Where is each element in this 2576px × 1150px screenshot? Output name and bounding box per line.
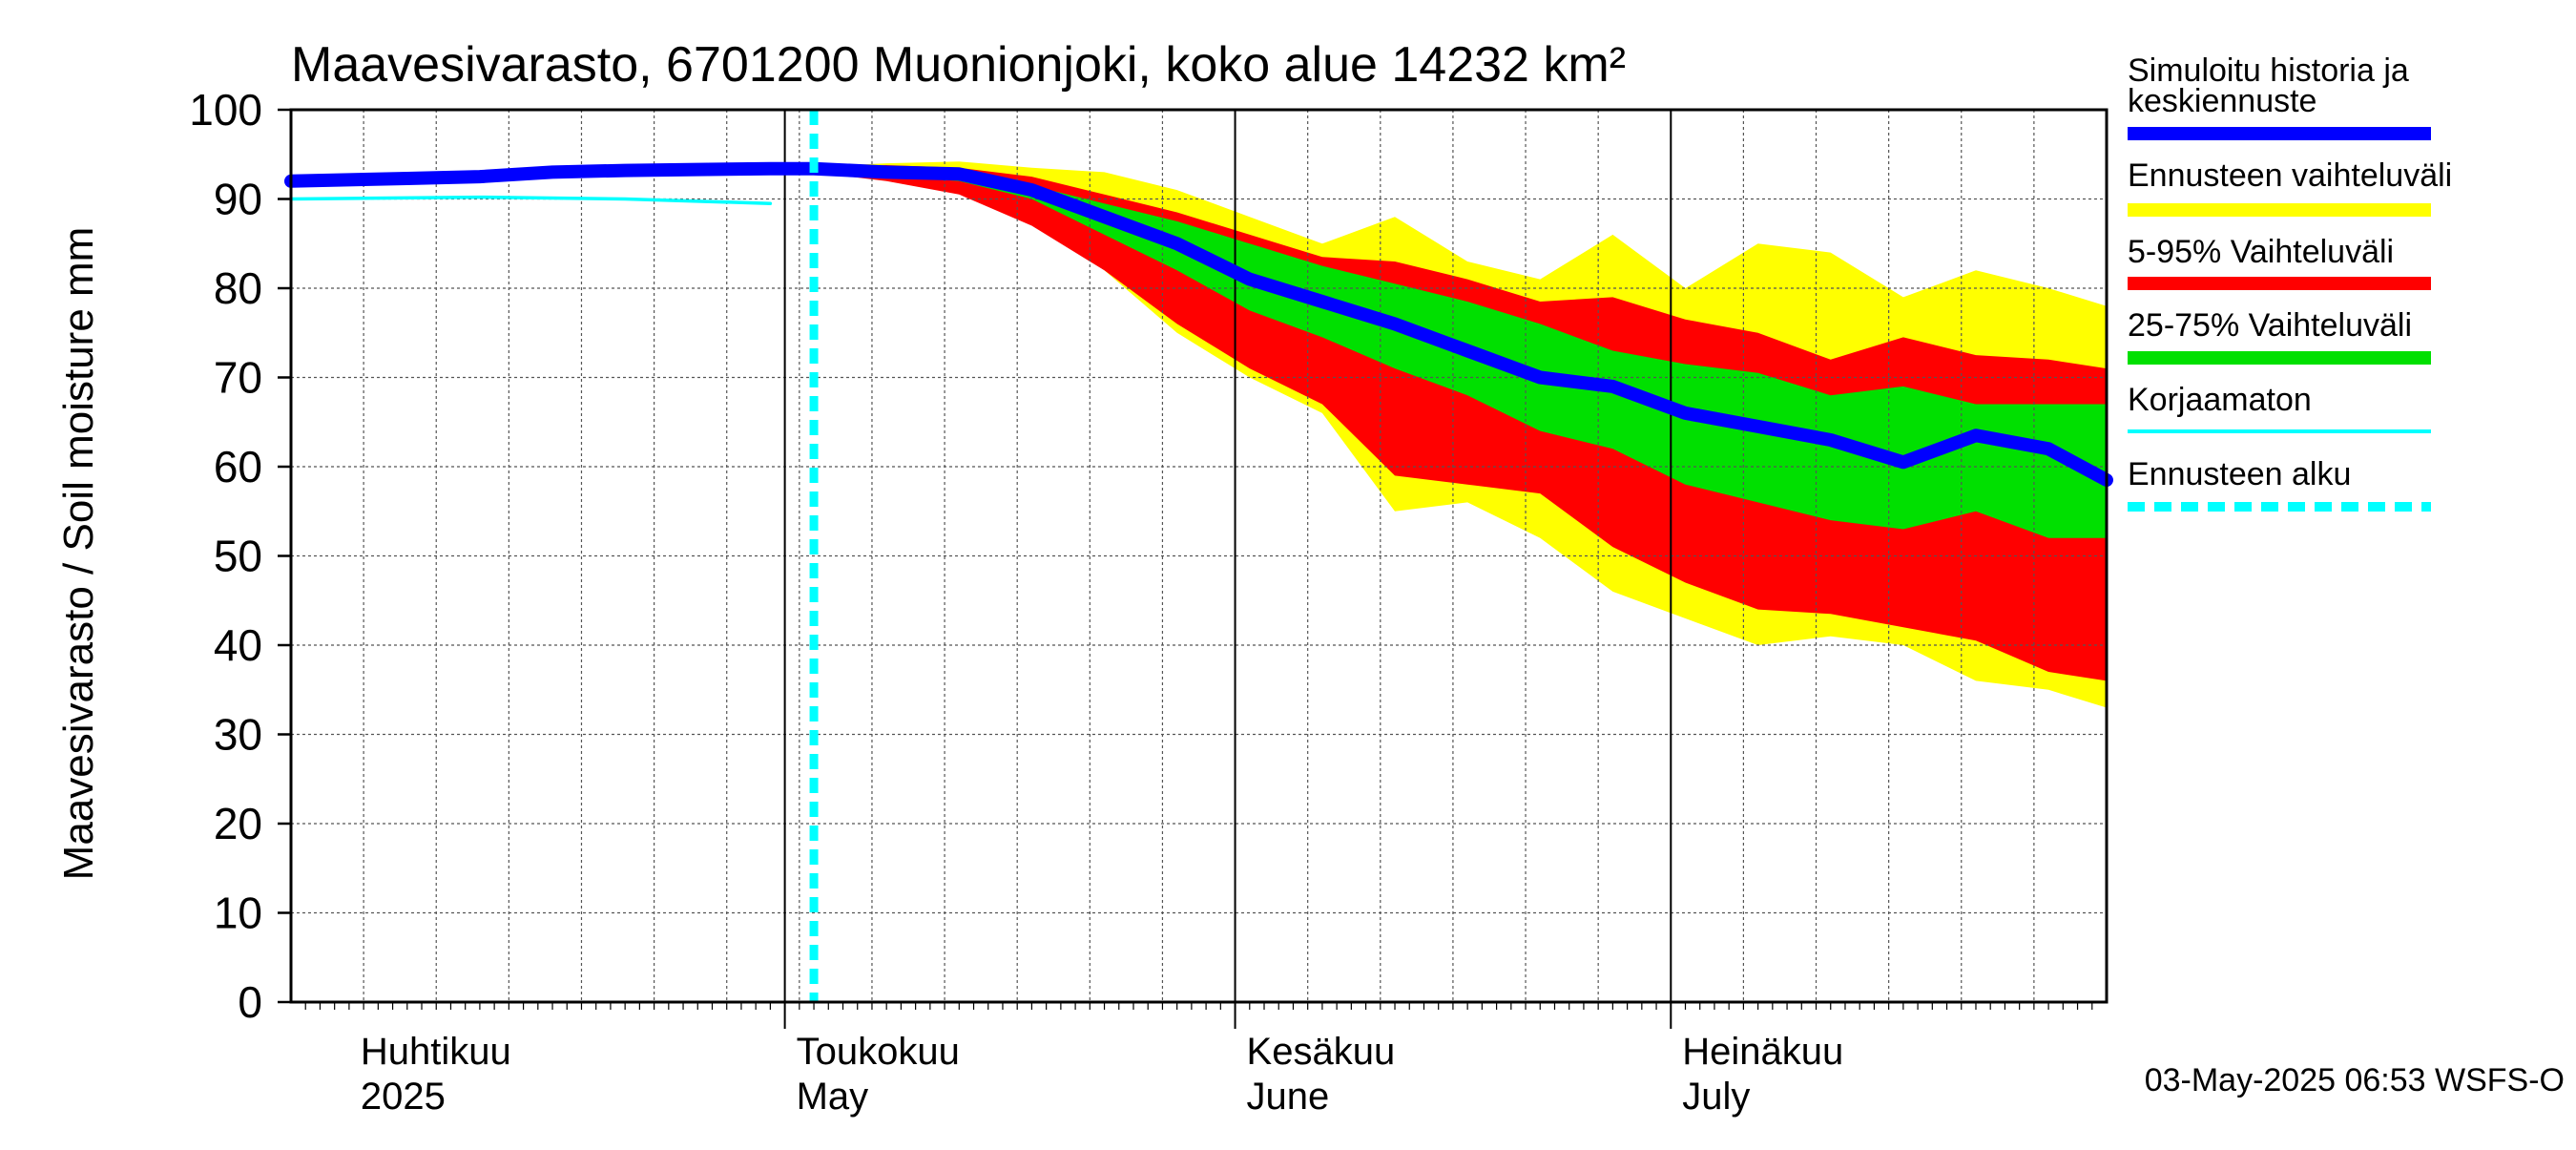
y-tick-label-70: 70 xyxy=(214,353,262,403)
y-tick-label-80: 80 xyxy=(214,263,262,313)
legend-label-5: Korjaamaton xyxy=(2128,382,2312,418)
legend-label-3: 5-95% Vaihteluväli xyxy=(2128,234,2394,270)
chart-title: Maavesivarasto, 6701200 Muonionjoki, kok… xyxy=(291,37,1626,93)
y-tick-label-50: 50 xyxy=(214,532,262,581)
series-line-uncorrected xyxy=(289,195,773,205)
legend-label-6: Ennusteen alku xyxy=(2128,456,2351,492)
band-2 xyxy=(814,165,2107,681)
x-month-label-fi-1: Huhtikuu xyxy=(361,1031,511,1073)
legend-label-1b: keskiennuste xyxy=(2128,83,2316,119)
x-month-label-fi-4: Heinäkuu xyxy=(1682,1031,1843,1073)
series-line-mean xyxy=(284,161,2113,487)
y-tick-label-10: 10 xyxy=(214,889,262,938)
footer-timestamp: 03-May-2025 06:53 WSFS-O xyxy=(2145,1062,2565,1098)
y-tick-label-20: 20 xyxy=(214,799,262,848)
line-layer xyxy=(284,110,2113,1002)
y-tick-label-100: 100 xyxy=(189,85,262,135)
legend-label-4: 25-75% Vaihteluväli xyxy=(2128,307,2412,344)
grid-layer xyxy=(291,110,2107,1029)
x-month-label-en-3: June xyxy=(1247,1076,1330,1118)
legend-label-1a: Simuloitu historia ja xyxy=(2128,52,2409,89)
x-month-label-fi-2: Toukokuu xyxy=(797,1031,960,1073)
x-month-label-en-4: July xyxy=(1682,1076,1750,1118)
x-month-label-en-1: 2025 xyxy=(361,1076,446,1118)
y-tick-label-40: 40 xyxy=(214,620,262,670)
y-tick-label-0: 0 xyxy=(238,977,262,1027)
y-tick-label-90: 90 xyxy=(214,175,262,224)
y-tick-label-30: 30 xyxy=(214,710,262,760)
legend-label-2: Ennusteen vaihteluväli xyxy=(2128,157,2452,194)
y-tick-label-60: 60 xyxy=(214,442,262,491)
x-month-label-en-2: May xyxy=(797,1076,869,1118)
x-month-label-fi-3: Kesäkuu xyxy=(1247,1031,1396,1073)
y-axis-label: Maavesivarasto / Soil moisture mm xyxy=(55,227,102,881)
